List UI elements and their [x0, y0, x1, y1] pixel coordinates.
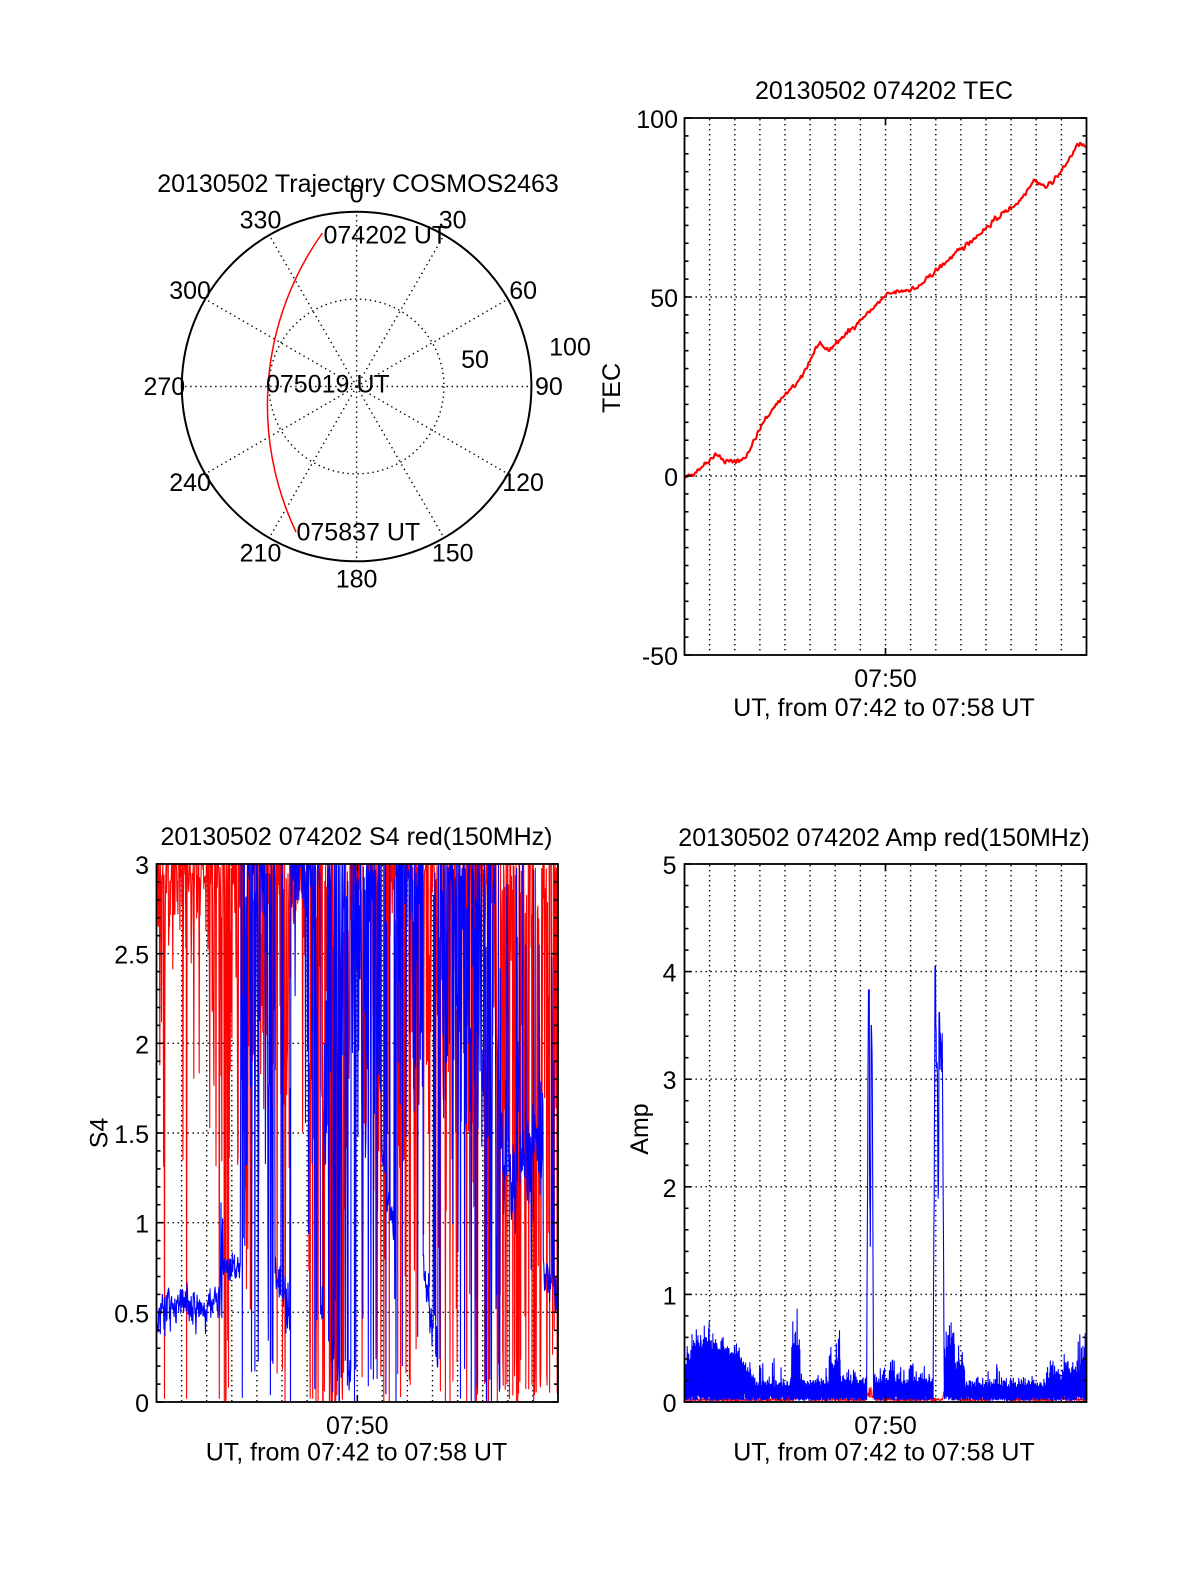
svg-text:07:50: 07:50	[854, 1412, 917, 1440]
svg-text:UT, from 07:42 to 07:58 UT: UT, from 07:42 to 07:58 UT	[733, 1439, 1035, 1467]
svg-text:Amp: Amp	[626, 1103, 654, 1154]
svg-text:074202 UT: 074202 UT	[324, 222, 448, 250]
svg-text:TEC: TEC	[598, 363, 626, 413]
svg-text:0: 0	[135, 1390, 149, 1418]
svg-text:075019 UT: 075019 UT	[266, 371, 390, 399]
svg-text:0: 0	[664, 464, 678, 492]
svg-text:1: 1	[663, 1282, 677, 1310]
svg-text:UT, from 07:42 to 07:58 UT: UT, from 07:42 to 07:58 UT	[206, 1439, 508, 1467]
svg-text:2.5: 2.5	[114, 942, 149, 970]
svg-text:20130502 074202 S4 red(150MHz): 20130502 074202 S4 red(150MHz)	[161, 823, 553, 851]
svg-text:1: 1	[135, 1211, 149, 1239]
svg-text:150: 150	[432, 540, 474, 568]
svg-text:UT, from 07:42 to 07:58 UT: UT, from 07:42 to 07:58 UT	[733, 694, 1035, 722]
svg-text:-50: -50	[642, 643, 678, 671]
svg-text:100: 100	[549, 334, 591, 362]
svg-text:5: 5	[663, 852, 677, 880]
svg-text:0: 0	[663, 1390, 677, 1418]
svg-text:20130502 Trajectory COSMOS2463: 20130502 Trajectory COSMOS2463	[157, 170, 559, 198]
svg-text:50: 50	[650, 285, 678, 313]
svg-text:240: 240	[169, 469, 211, 497]
svg-text:180: 180	[336, 565, 378, 593]
svg-text:4: 4	[663, 960, 677, 988]
svg-text:20130502 074202 TEC: 20130502 074202 TEC	[755, 77, 1013, 105]
svg-text:60: 60	[509, 277, 537, 305]
svg-text:330: 330	[240, 207, 282, 235]
svg-text:2: 2	[663, 1175, 677, 1203]
svg-text:3: 3	[135, 852, 149, 880]
svg-text:30: 30	[439, 207, 467, 235]
svg-text:90: 90	[535, 373, 563, 401]
svg-text:100: 100	[636, 106, 678, 134]
svg-text:270: 270	[143, 373, 185, 401]
svg-text:300: 300	[169, 277, 211, 305]
svg-text:07:50: 07:50	[854, 665, 917, 693]
svg-text:3: 3	[663, 1067, 677, 1095]
svg-text:2: 2	[135, 1031, 149, 1059]
svg-text:210: 210	[240, 540, 282, 568]
svg-text:075837 UT: 075837 UT	[297, 519, 421, 547]
svg-text:50: 50	[461, 346, 489, 374]
svg-text:20130502 074202 Amp red(150MHz: 20130502 074202 Amp red(150MHz)	[678, 824, 1089, 852]
svg-text:S4: S4	[86, 1118, 114, 1149]
svg-text:0.5: 0.5	[114, 1300, 149, 1328]
svg-text:1.5: 1.5	[114, 1121, 149, 1149]
svg-text:07:50: 07:50	[326, 1412, 389, 1440]
svg-text:0: 0	[350, 181, 364, 209]
svg-text:120: 120	[502, 469, 544, 497]
